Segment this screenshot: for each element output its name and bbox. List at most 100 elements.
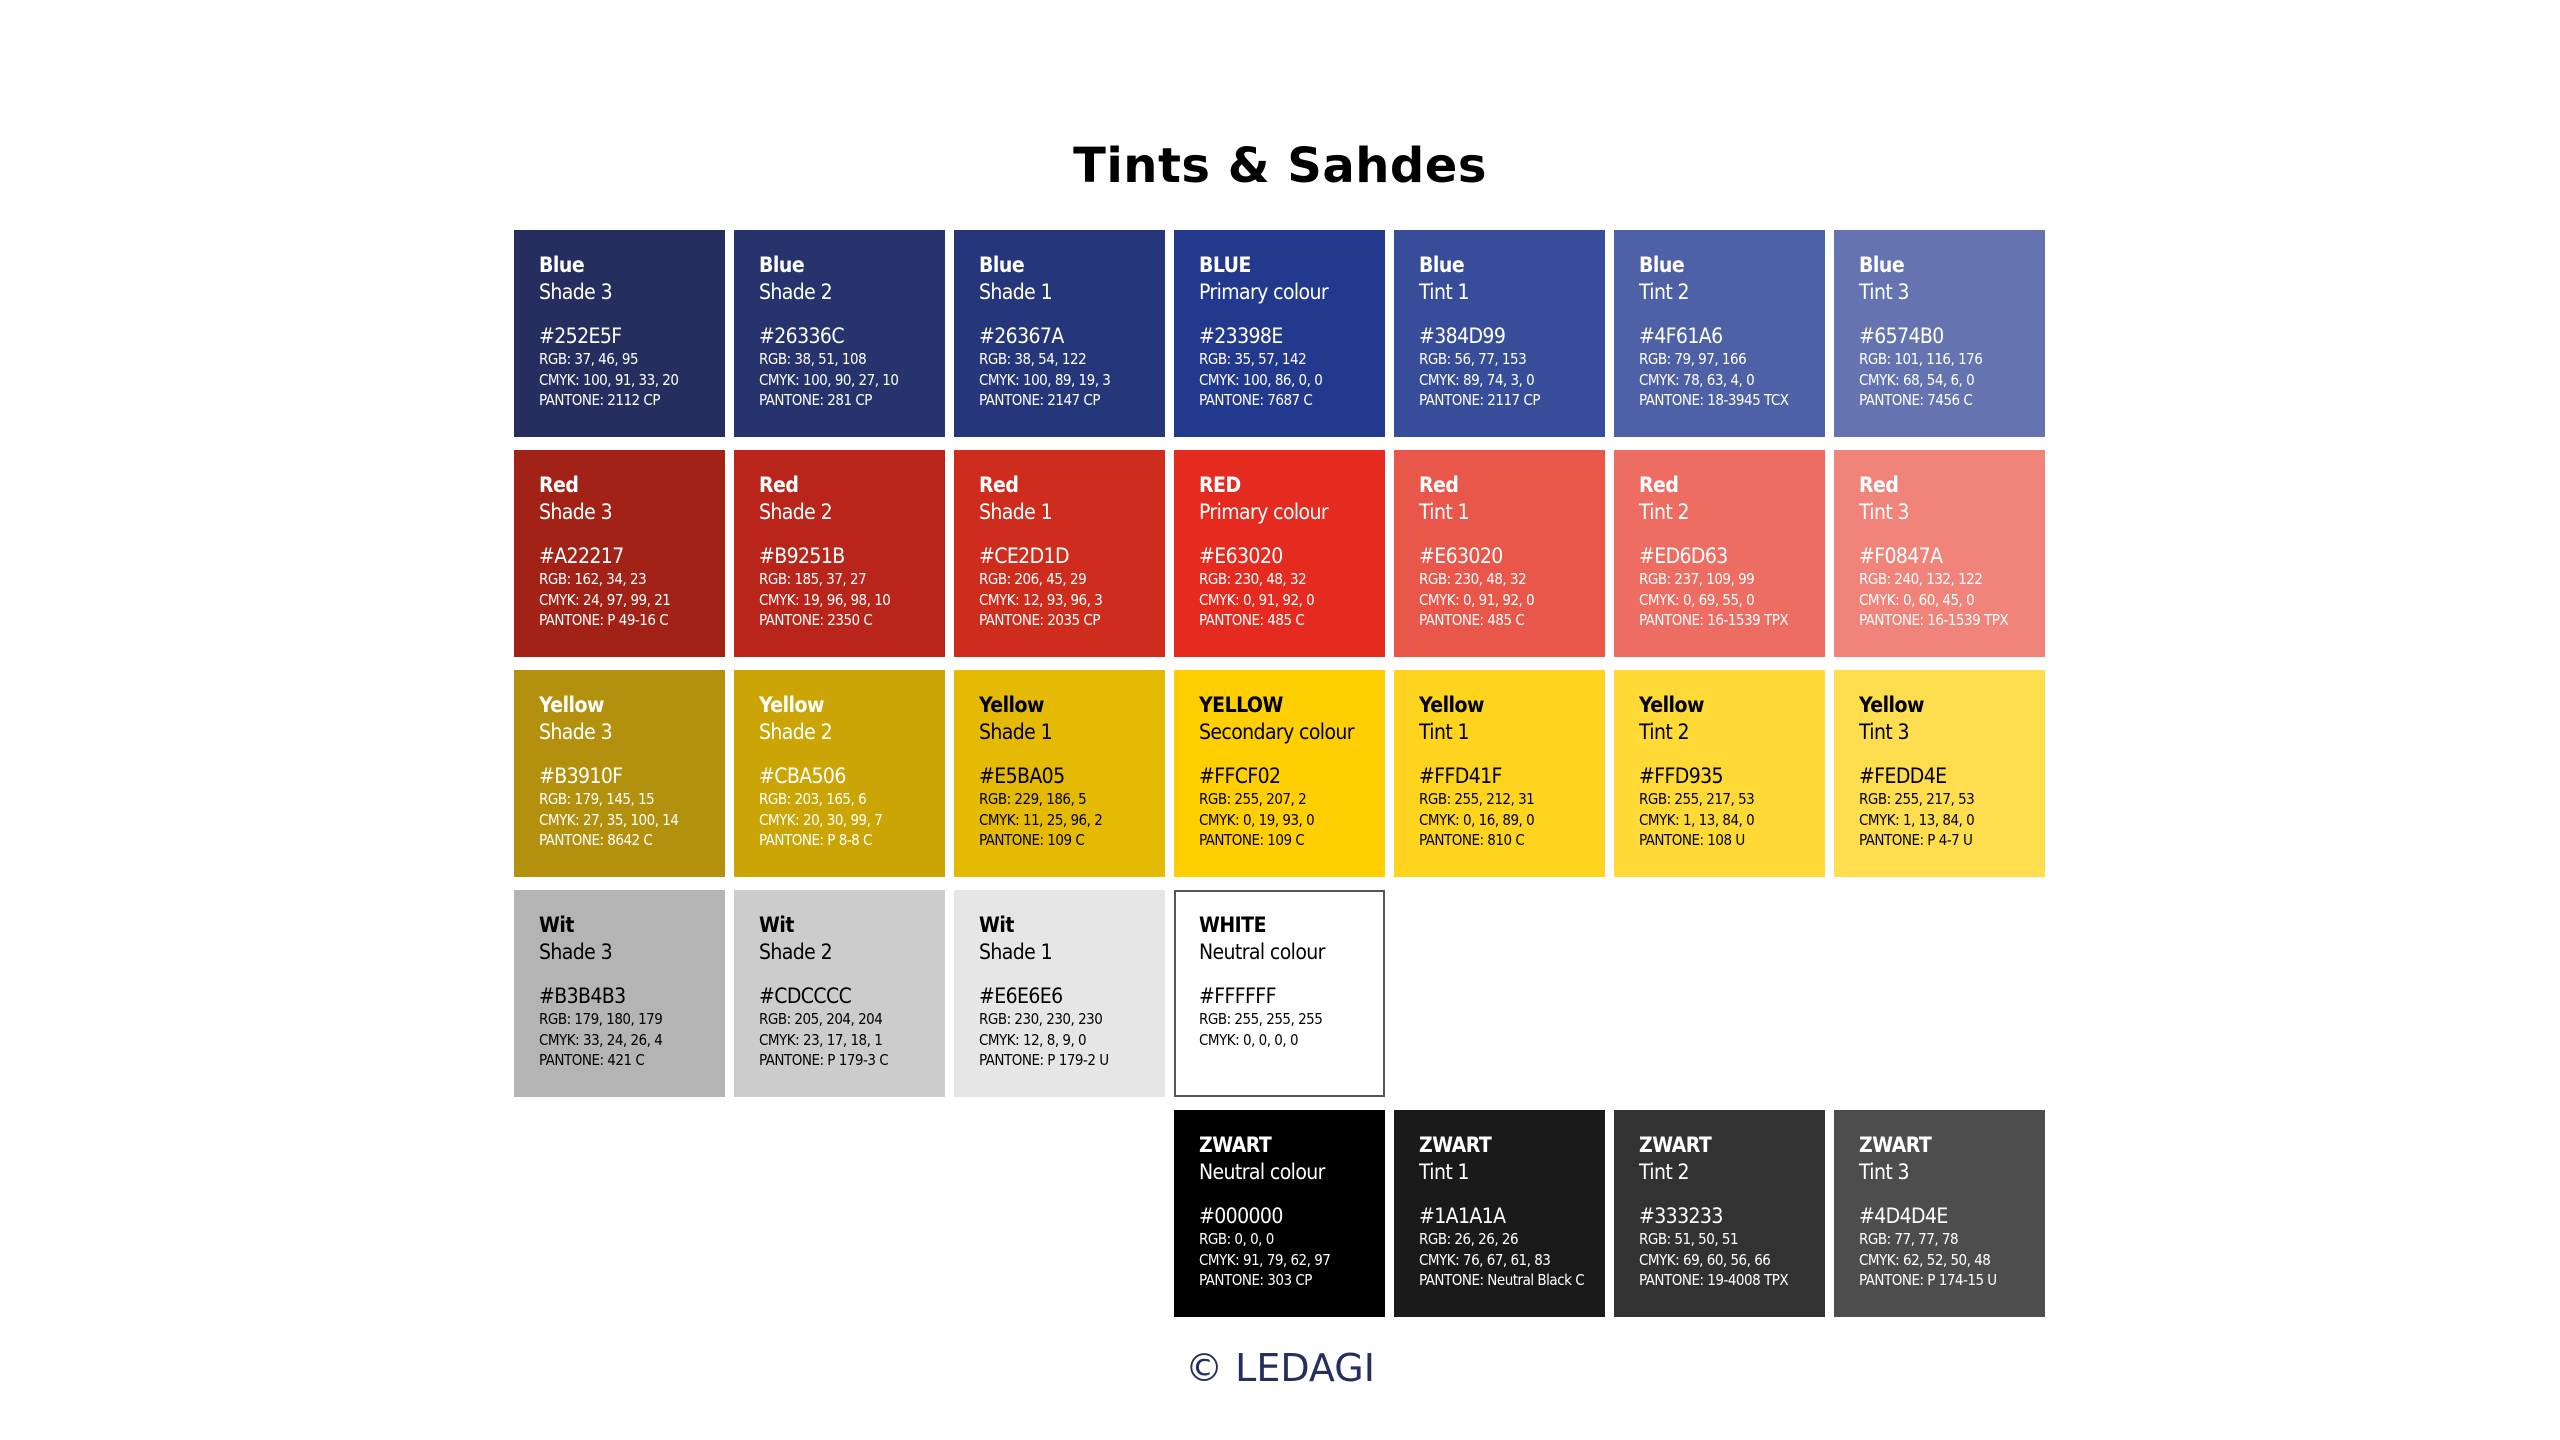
swatch-variant: Shade 3	[539, 500, 613, 524]
swatch-hex: #FEDD4E	[1859, 764, 1947, 788]
swatch-cmyk: CMYK: 100, 86, 0, 0	[1199, 370, 1323, 389]
swatch-name: Wit	[759, 913, 794, 937]
swatch-hex: #FFD41F	[1419, 764, 1502, 788]
color-swatch: Blue Tint 1 #384D99 RGB: 56, 77, 153 CMYK: 8…	[1394, 230, 1605, 437]
swatch-pantone: PANTONE: P 4-7 U	[1859, 831, 1973, 849]
swatch-name: Blue	[979, 253, 1025, 277]
swatch-cmyk: CMYK: 0, 19, 93, 0	[1199, 810, 1315, 829]
color-swatch: Yellow Tint 1 #FFD41F RGB: 255, 212, 31 CMYK…	[1394, 670, 1605, 877]
swatch-pantone: PANTONE: 2112 CP	[539, 391, 661, 409]
swatch-pantone: PANTONE: 109 C	[1199, 831, 1305, 849]
swatch-pantone: PANTONE: 2035 CP	[979, 611, 1101, 629]
swatch-pantone: PANTONE: 303 CP	[1199, 1271, 1312, 1289]
swatch-rgb: RGB: 79, 97, 166	[1639, 350, 1747, 368]
color-swatch: Wit Shade 3 #B3B4B3 RGB: 179, 180, 179 CMYK:…	[514, 890, 725, 1097]
swatch-pantone: PANTONE: P 174-15 U	[1859, 1271, 1997, 1289]
swatch-hex: #E6E6E6	[979, 984, 1063, 1008]
swatch-variant: Shade 2	[759, 500, 833, 524]
color-swatch: ZWART Tint 3 #4D4D4E RGB: 77, 77, 78 CMYK: 6…	[1834, 1110, 2045, 1317]
swatch-pantone: PANTONE: 2350 C	[759, 611, 873, 629]
swatch-pantone: PANTONE: 485 C	[1199, 611, 1305, 629]
empty-cell	[1394, 890, 1605, 1097]
swatch-rgb: RGB: 179, 180, 179	[539, 1010, 663, 1028]
swatch-pantone: PANTONE: Neutral Black C	[1419, 1271, 1585, 1289]
swatch-cmyk: CMYK: 62, 52, 50, 48	[1859, 1250, 1991, 1269]
color-swatch: RED Primary colour #E63020 RGB: 230, 48, 32…	[1174, 450, 1385, 657]
swatch-rgb: RGB: 0, 0, 0	[1199, 1230, 1274, 1248]
swatch-cmyk: CMYK: 1, 13, 84, 0	[1859, 810, 1975, 829]
swatch-cmyk: CMYK: 0, 0, 0, 0	[1199, 1030, 1299, 1049]
swatch-row: Wit Shade 3 #B3B4B3 RGB: 179, 180, 179 CMYK:…	[514, 890, 2045, 1097]
swatch-hex: #FFCF02	[1199, 764, 1281, 788]
swatch-name: Yellow	[539, 693, 604, 717]
color-swatch: Blue Shade 3 #252E5F RGB: 37, 46, 95 CMYK: 1…	[514, 230, 725, 437]
swatch-name: ZWART	[1859, 1133, 1932, 1157]
empty-cell	[954, 1110, 1165, 1317]
empty-cell	[734, 1110, 945, 1317]
swatch-hex: #E63020	[1419, 544, 1503, 568]
swatch-variant: Tint 1	[1419, 280, 1470, 304]
swatch-hex: #26367A	[979, 324, 1064, 348]
swatch-name: Wit	[539, 913, 574, 937]
swatch-variant: Tint 2	[1639, 1160, 1690, 1184]
swatch-variant: Shade 1	[979, 720, 1053, 744]
swatch-rgb: RGB: 205, 204, 204	[759, 1010, 883, 1028]
swatch-variant: Shade 3	[539, 940, 613, 964]
color-swatch: Red Shade 3 #A22217 RGB: 162, 34, 23 CMYK: 2…	[514, 450, 725, 657]
swatch-hex: #FFFFFF	[1199, 984, 1276, 1008]
swatch-hex: #E5BA05	[979, 764, 1065, 788]
swatch-variant: Tint 2	[1639, 500, 1690, 524]
swatch-name: BLUE	[1199, 253, 1251, 277]
swatch-name: YELLOW	[1199, 693, 1283, 717]
swatch-pantone: PANTONE: 2117 CP	[1419, 391, 1541, 409]
swatch-name: Wit	[979, 913, 1014, 937]
swatch-cmyk: CMYK: 0, 60, 45, 0	[1859, 590, 1975, 609]
swatch-rgb: RGB: 230, 48, 32	[1199, 570, 1307, 588]
swatch-hex: #384D99	[1419, 324, 1506, 348]
color-swatch: Wit Shade 2 #CDCCCC RGB: 205, 204, 204 CMYK:…	[734, 890, 945, 1097]
swatch-variant: Shade 3	[539, 280, 613, 304]
swatch-name: WHITE	[1199, 913, 1266, 937]
swatch-pantone: PANTONE: 7456 C	[1859, 391, 1973, 409]
swatch-variant: Tint 1	[1419, 1160, 1470, 1184]
swatch-pantone: PANTONE: 7687 C	[1199, 391, 1313, 409]
swatch-variant: Tint 3	[1859, 720, 1910, 744]
swatch-pantone: PANTONE: 16-1539 TPX	[1639, 611, 1789, 629]
swatch-cmyk: CMYK: 24, 97, 99, 21	[539, 590, 671, 609]
swatch-hex: #1A1A1A	[1419, 1204, 1506, 1228]
swatch-variant: Neutral colour	[1199, 940, 1325, 964]
swatch-name: Yellow	[759, 693, 824, 717]
color-swatch: Yellow Tint 2 #FFD935 RGB: 255, 217, 53 CMYK…	[1614, 670, 1825, 877]
swatch-pantone: PANTONE: 421 C	[539, 1051, 645, 1069]
swatch-cmyk: CMYK: 0, 91, 92, 0	[1199, 590, 1315, 609]
swatch-rgb: RGB: 101, 116, 176	[1859, 350, 1983, 368]
swatch-row: Yellow Shade 3 #B3910F RGB: 179, 145, 15 CMY…	[514, 670, 2045, 877]
swatch-variant: Tint 3	[1859, 1160, 1910, 1184]
swatch-pantone: PANTONE: 485 C	[1419, 611, 1525, 629]
color-swatch: Blue Shade 2 #26336C RGB: 38, 51, 108 CMYK: …	[734, 230, 945, 437]
swatch-rgb: RGB: 255, 255, 255	[1199, 1010, 1323, 1028]
color-swatch: ZWART Neutral colour #000000 RGB: 0, 0, 0 CM…	[1174, 1110, 1385, 1317]
swatch-variant: Tint 1	[1419, 720, 1470, 744]
color-swatch: ZWART Tint 1 #1A1A1A RGB: 26, 26, 26 CMYK: 7…	[1394, 1110, 1605, 1317]
swatch-variant: Shade 1	[979, 500, 1053, 524]
swatch-rgb: RGB: 35, 57, 142	[1199, 350, 1307, 368]
empty-cell	[1614, 890, 1825, 1097]
swatch-pantone: PANTONE: 109 C	[979, 831, 1085, 849]
swatch-cmyk: CMYK: 27, 35, 100, 14	[539, 810, 679, 829]
color-swatch: BLUE Primary colour #23398E RGB: 35, 57, 14…	[1174, 230, 1385, 437]
swatch-variant: Secondary colour	[1199, 720, 1355, 744]
swatch-hex: #E63020	[1199, 544, 1283, 568]
swatch-pantone: PANTONE: 810 C	[1419, 831, 1525, 849]
swatch-cmyk: CMYK: 1, 13, 84, 0	[1639, 810, 1755, 829]
swatch-cmyk: CMYK: 91, 79, 62, 97	[1199, 1250, 1331, 1269]
swatch-cmyk: CMYK: 23, 17, 18, 1	[759, 1030, 883, 1049]
color-swatch: Red Tint 2 #ED6D63 RGB: 237, 109, 99 CMYK: 0…	[1614, 450, 1825, 657]
swatch-pantone: PANTONE: 18-3945 TCX	[1639, 391, 1789, 409]
swatch-variant: Neutral colour	[1199, 1160, 1325, 1184]
swatch-variant: Shade 1	[979, 940, 1053, 964]
swatch-name: Blue	[539, 253, 585, 277]
swatch-variant: Tint 3	[1859, 500, 1910, 524]
swatch-rgb: RGB: 229, 186, 5	[979, 790, 1087, 808]
swatch-cmyk: CMYK: 78, 63, 4, 0	[1639, 370, 1755, 389]
